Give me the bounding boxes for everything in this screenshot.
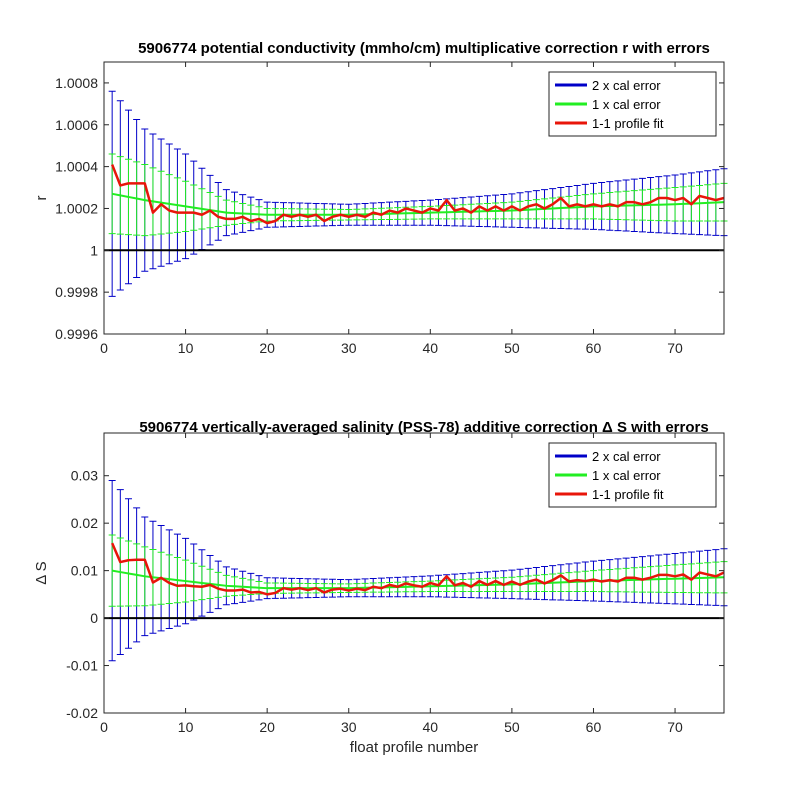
- legend-label: 2 x cal error: [592, 449, 661, 464]
- x-tick-label: 30: [341, 719, 357, 735]
- x-tick-label: 70: [667, 719, 683, 735]
- plot-area-border: [103, 61, 725, 335]
- x-tick-label: 10: [178, 340, 194, 356]
- legend-label: 1 x cal error: [592, 97, 661, 112]
- y-tick-label: 0.9996: [55, 326, 98, 342]
- y-tick-label: 0.02: [71, 515, 98, 531]
- error-bars-1x-cal: [108, 534, 728, 607]
- y-tick-label: 1.0008: [55, 75, 98, 91]
- legend-label: 1-1 profile fit: [592, 116, 664, 131]
- error-bars-2x-cal: [108, 479, 728, 662]
- y-axis-ticks: -0.02 -0.01 0 0.01 0.02 0.03: [66, 468, 724, 721]
- x-tick-label: 70: [667, 340, 683, 356]
- x-tick-label: 60: [586, 719, 602, 735]
- legend-label: 1 x cal error: [592, 468, 661, 483]
- x-tick-label: 40: [423, 340, 439, 356]
- x-axis-label: float profile number: [350, 739, 478, 756]
- y-tick-label: -0.01: [66, 658, 98, 674]
- x-tick-label: 0: [100, 340, 108, 356]
- x-tick-label: 20: [259, 719, 275, 735]
- x-tick-label: 60: [586, 340, 602, 356]
- x-tick-label: 10: [178, 719, 194, 735]
- y-tick-label: 1.0006: [55, 117, 98, 133]
- y-axis-label: Δ S: [33, 561, 50, 584]
- y-tick-label: 0.01: [71, 563, 98, 579]
- top-chart-panel: 0 10 20 30 40 50 60 70 0.9996 0.9998 1 1.0002 1.0004…: [33, 40, 728, 356]
- x-tick-label: 0: [100, 719, 108, 735]
- y-tick-label: 1.0002: [55, 200, 98, 216]
- x-tick-label: 30: [341, 340, 357, 356]
- bottom-chart-panel: 0 10 20 30 40 50 60 70 -0.02 -0.01 0 0.01 0.02 0.03 59…: [33, 419, 728, 756]
- x-tick-label: 40: [423, 719, 439, 735]
- y-axis-ticks: 0.9996 0.9998 1 1.0002 1.0004 1.0006 1.0008: [55, 75, 724, 342]
- legend: 2 x cal error 1 x cal error 1-1 profile fi…: [548, 71, 717, 137]
- x-tick-label: 20: [259, 340, 275, 356]
- y-tick-label: 0: [90, 610, 98, 626]
- legend-label: 1-1 profile fit: [592, 487, 664, 502]
- legend-box: [548, 442, 717, 508]
- y-tick-label: 1.0004: [55, 159, 98, 175]
- y-axis-label: r: [33, 196, 50, 201]
- profile-fit-line: [110, 164, 725, 225]
- chart-title: 5906774 potential conductivity (mmho/cm)…: [138, 40, 710, 57]
- plot-area-border: [103, 432, 725, 714]
- x-tick-label: 50: [504, 340, 520, 356]
- y-tick-label: -0.02: [66, 705, 98, 721]
- chart-title: 5906774 vertically-averaged salinity (PS…: [139, 419, 708, 436]
- y-tick-label: 1: [90, 242, 98, 258]
- y-tick-label: 0.9998: [55, 284, 98, 300]
- x-axis-ticks: 0 10 20 30 40 50 60 70: [100, 62, 683, 356]
- y-tick-label: 0.03: [71, 468, 98, 484]
- legend: 2 x cal error 1 x cal error 1-1 profile fi…: [548, 442, 717, 508]
- x-axis-ticks: 0 10 20 30 40 50 60 70: [100, 433, 683, 735]
- legend-label: 2 x cal error: [592, 78, 661, 93]
- x-tick-label: 50: [504, 719, 520, 735]
- profile-fit-line: [111, 542, 725, 596]
